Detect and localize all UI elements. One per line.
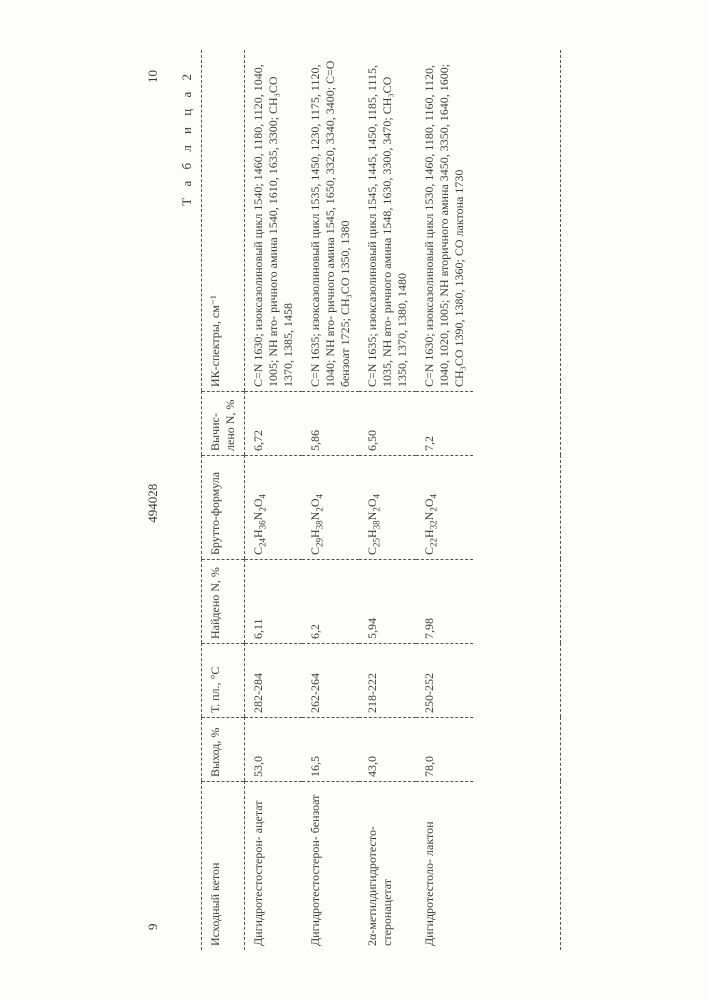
page-number-left: 9 — [145, 924, 161, 931]
cell-foundn: 6,2 — [302, 560, 359, 644]
cell-foundn: 5,94 — [359, 560, 416, 644]
col-foundn-header: Найдено N, % — [202, 560, 245, 644]
cell-yield: 78,0 — [416, 718, 473, 782]
cell-ir: C=N 1635; изоксазолиновый цикл 1545, 144… — [359, 50, 416, 392]
table-row: Дигидротестоло- лактон 78,0 250-252 7,98… — [416, 50, 473, 950]
col-ir-header: ИК-спектры, см⁻¹ — [202, 50, 245, 392]
cell-yield: 53,0 — [245, 718, 303, 782]
page-header: 9 494028 10 — [145, 70, 161, 930]
cell-formula: C25H38N2O4 — [359, 456, 416, 560]
table-header-row: Исходный кетон Выход, % Т. пл., °С Найде… — [202, 50, 245, 950]
cell-calcn: 6,72 — [245, 392, 303, 456]
cell-ketone: Дигидротестоло- лактон — [416, 782, 473, 951]
cell-foundn: 6,11 — [245, 560, 303, 644]
cell-yield: 16,5 — [302, 718, 359, 782]
table-row: 2α-метилдигидротесто- стеронацетат 43,0 … — [359, 50, 416, 950]
cell-mp: 262-264 — [302, 644, 359, 718]
col-mp-header: Т. пл., °С — [202, 644, 245, 718]
cell-ir: C=N 1630; изоксазолиновый цикл 1530, 146… — [416, 50, 473, 392]
cell-mp: 218-222 — [359, 644, 416, 718]
cell-mp: 282-284 — [245, 644, 303, 718]
col-yield-header: Выход, % — [202, 718, 245, 782]
cell-ir: C=N 1630; изоксазолиновый цикл 1540; 146… — [245, 50, 303, 392]
cell-formula: C29H38N2O4 — [302, 456, 359, 560]
cell-calcn: 6,50 — [359, 392, 416, 456]
cell-yield: 43,0 — [359, 718, 416, 782]
cell-ketone: Дигидротестостерон- ацетат — [245, 782, 303, 951]
cell-formula: C24H36N2O4 — [245, 456, 303, 560]
table-body: Дигидротестостерон- ацетат 53,0 282-284 … — [245, 50, 561, 950]
col-formula-header: Брутто-формула — [202, 456, 245, 560]
patent-number: 494028 — [145, 484, 161, 523]
page: 9 494028 10 Т а б л и ц а 2 Исходный кет… — [0, 0, 707, 1000]
cell-ir: C=N 1635; изоксазолиновый цикл 1535, 145… — [302, 50, 359, 392]
page-number-right: 10 — [145, 70, 161, 83]
cell-formula: C22H32N2O4 — [416, 456, 473, 560]
cell-calcn: 5,86 — [302, 392, 359, 456]
cell-foundn: 7,98 — [416, 560, 473, 644]
data-table: Исходный кетон Выход, % Т. пл., °С Найде… — [201, 50, 561, 950]
cell-mp: 250-252 — [416, 644, 473, 718]
rotated-content: 9 494028 10 Т а б л и ц а 2 Исходный кет… — [145, 50, 561, 950]
col-calcn-header: Вычис- лено N, % — [202, 392, 245, 456]
cell-calcn: 7,2 — [416, 392, 473, 456]
table-row: Дигидротестостерон- ацетат 53,0 282-284 … — [245, 50, 303, 950]
table-caption: Т а б л и ц а 2 — [179, 70, 195, 950]
cell-ketone: Дигидротестостерон- бензоат — [302, 782, 359, 951]
cell-ketone: 2α-метилдигидротесто- стеронацетат — [359, 782, 416, 951]
table-row: Дигидротестостерон- бензоат 16,5 262-264… — [302, 50, 359, 950]
col-ketone-header: Исходный кетон — [202, 782, 245, 951]
table-spacer-row — [473, 50, 561, 950]
